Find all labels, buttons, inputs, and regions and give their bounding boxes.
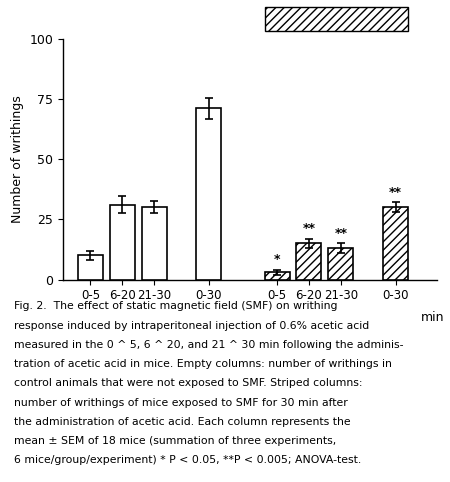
- Text: the administration of acetic acid. Each column represents the: the administration of acetic acid. Each …: [14, 417, 350, 427]
- Text: 6 mice/group/experiment) * P < 0.05, **P < 0.005; ANOVA-test.: 6 mice/group/experiment) * P < 0.05, **P…: [14, 455, 361, 466]
- Text: **: **: [302, 222, 315, 235]
- Text: tration of acetic acid in mice. Empty columns: number of writhings in: tration of acetic acid in mice. Empty co…: [14, 359, 392, 369]
- Bar: [328, 248, 353, 280]
- Bar: [297, 243, 321, 280]
- Y-axis label: Number of writhings: Number of writhings: [11, 95, 24, 223]
- Text: number of writhings of mice exposed to SMF for 30 min after: number of writhings of mice exposed to S…: [14, 398, 347, 408]
- Text: mean ± SEM of 18 mice (summation of three experiments,: mean ± SEM of 18 mice (summation of thre…: [14, 436, 336, 446]
- Bar: [196, 108, 221, 280]
- Bar: [265, 7, 408, 31]
- Bar: [383, 207, 408, 280]
- Text: measured in the 0 ^ 5, 6 ^ 20, and 21 ^ 30 min following the adminis-: measured in the 0 ^ 5, 6 ^ 20, and 21 ^ …: [14, 340, 403, 350]
- Bar: [142, 207, 166, 280]
- Text: *: *: [274, 254, 280, 266]
- Text: min: min: [421, 311, 444, 324]
- Text: **: **: [334, 227, 347, 240]
- Text: control animals that were not exposed to SMF. Striped columns:: control animals that were not exposed to…: [14, 378, 362, 388]
- Bar: [265, 272, 290, 280]
- Text: **: **: [389, 186, 402, 199]
- Bar: [110, 205, 135, 280]
- Text: response induced by intraperitoneal injection of 0.6% acetic acid: response induced by intraperitoneal inje…: [14, 321, 369, 331]
- Bar: [78, 255, 103, 280]
- Text: Fig. 2.  The effect of static magnetic field (SMF) on writhing: Fig. 2. The effect of static magnetic fi…: [14, 301, 337, 311]
